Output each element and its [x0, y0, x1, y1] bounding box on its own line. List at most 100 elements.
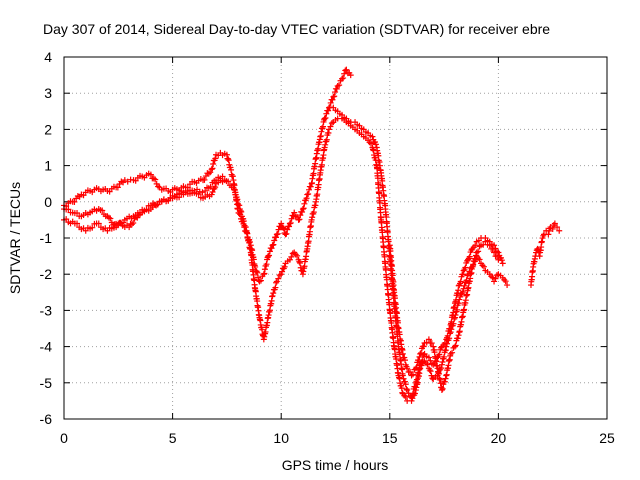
series-arc-2 [61, 115, 511, 404]
data-point [417, 350, 424, 357]
data-point [413, 364, 420, 371]
data-point [300, 205, 307, 212]
data-point [369, 133, 376, 140]
data-point [154, 201, 161, 208]
data-point [130, 219, 137, 226]
data-point [409, 371, 416, 378]
data-point [272, 234, 279, 241]
series-arc-6 [527, 220, 563, 289]
data-point [499, 260, 506, 267]
data-point [209, 165, 216, 172]
data-point [476, 256, 483, 263]
data-point [296, 216, 303, 223]
data-point [284, 226, 291, 233]
data-point [472, 242, 479, 249]
data-point [492, 275, 499, 282]
data-point [288, 215, 295, 222]
data-point [347, 72, 354, 79]
y-tick-label: -4 [40, 339, 53, 355]
y-tick-labels: -6 -5 -4 -3 -2 -1 0 1 2 3 4 [40, 49, 53, 427]
data-point [441, 378, 448, 385]
data-points [61, 66, 563, 404]
data-point [107, 215, 114, 222]
data-point [444, 332, 451, 339]
data-point [325, 107, 332, 114]
data-point [493, 253, 500, 260]
data-point [71, 198, 78, 205]
x-tick-labels: 0 5 10 15 20 25 [60, 430, 615, 446]
data-point [549, 225, 556, 232]
data-point [402, 357, 409, 364]
data-point [266, 252, 273, 259]
data-point [126, 224, 133, 231]
data-point [461, 282, 468, 289]
y-tick-label: -2 [40, 266, 53, 282]
data-point [236, 202, 243, 209]
data-point [554, 224, 561, 231]
data-point [143, 206, 150, 213]
data-point [482, 238, 489, 245]
data-point [271, 237, 278, 244]
x-tick-label: 10 [273, 430, 289, 446]
x-axis-label: GPS time / hours [282, 457, 389, 473]
data-point [427, 368, 434, 375]
x-tick-label: 0 [60, 430, 68, 446]
data-point [210, 160, 217, 167]
data-point [287, 219, 294, 226]
data-point [442, 375, 449, 382]
data-point [336, 82, 343, 89]
y-tick-label: 3 [44, 85, 52, 101]
data-point [212, 155, 219, 162]
data-point [486, 242, 493, 249]
data-point [279, 268, 286, 275]
data-point [491, 278, 498, 285]
data-point [128, 221, 135, 228]
y-axis-label: SDTVAR / TECUs [7, 182, 23, 294]
data-point [323, 110, 330, 117]
data-point [441, 340, 448, 347]
data-point [340, 75, 347, 82]
data-point [270, 290, 277, 297]
data-point [460, 267, 467, 274]
data-point [297, 260, 304, 267]
data-point [207, 183, 214, 190]
data-point [475, 248, 482, 255]
data-point [412, 383, 419, 390]
data-point [399, 372, 406, 379]
data-point [95, 220, 102, 227]
data-point [455, 332, 462, 339]
data-point [457, 293, 464, 300]
data-point [176, 194, 183, 201]
y-tick-label: -1 [40, 230, 53, 246]
data-point [408, 372, 415, 379]
data-point [372, 141, 379, 148]
data-point [296, 258, 303, 265]
y-tick-label: -3 [40, 302, 53, 318]
data-point [451, 343, 458, 350]
data-point [225, 178, 232, 185]
data-point [367, 140, 374, 147]
data-point [404, 387, 411, 394]
data-point [464, 256, 471, 263]
data-point [278, 220, 285, 227]
data-point [402, 394, 409, 401]
data-point [472, 255, 479, 262]
data-point [551, 220, 558, 227]
data-point [307, 183, 314, 190]
data-point [207, 169, 214, 176]
data-point [327, 99, 334, 106]
data-point [283, 230, 290, 237]
data-point [556, 227, 563, 234]
data-point [473, 249, 480, 256]
series-arc-5 [386, 238, 502, 394]
data-point [301, 200, 308, 207]
y-tick-label: 1 [44, 158, 52, 174]
data-point [281, 263, 288, 270]
data-point [489, 245, 496, 252]
data-point [242, 224, 249, 231]
data-point [429, 375, 436, 382]
y-tick-label: -6 [40, 411, 53, 427]
data-point [274, 230, 281, 237]
data-point [449, 349, 456, 356]
data-point [272, 284, 279, 291]
